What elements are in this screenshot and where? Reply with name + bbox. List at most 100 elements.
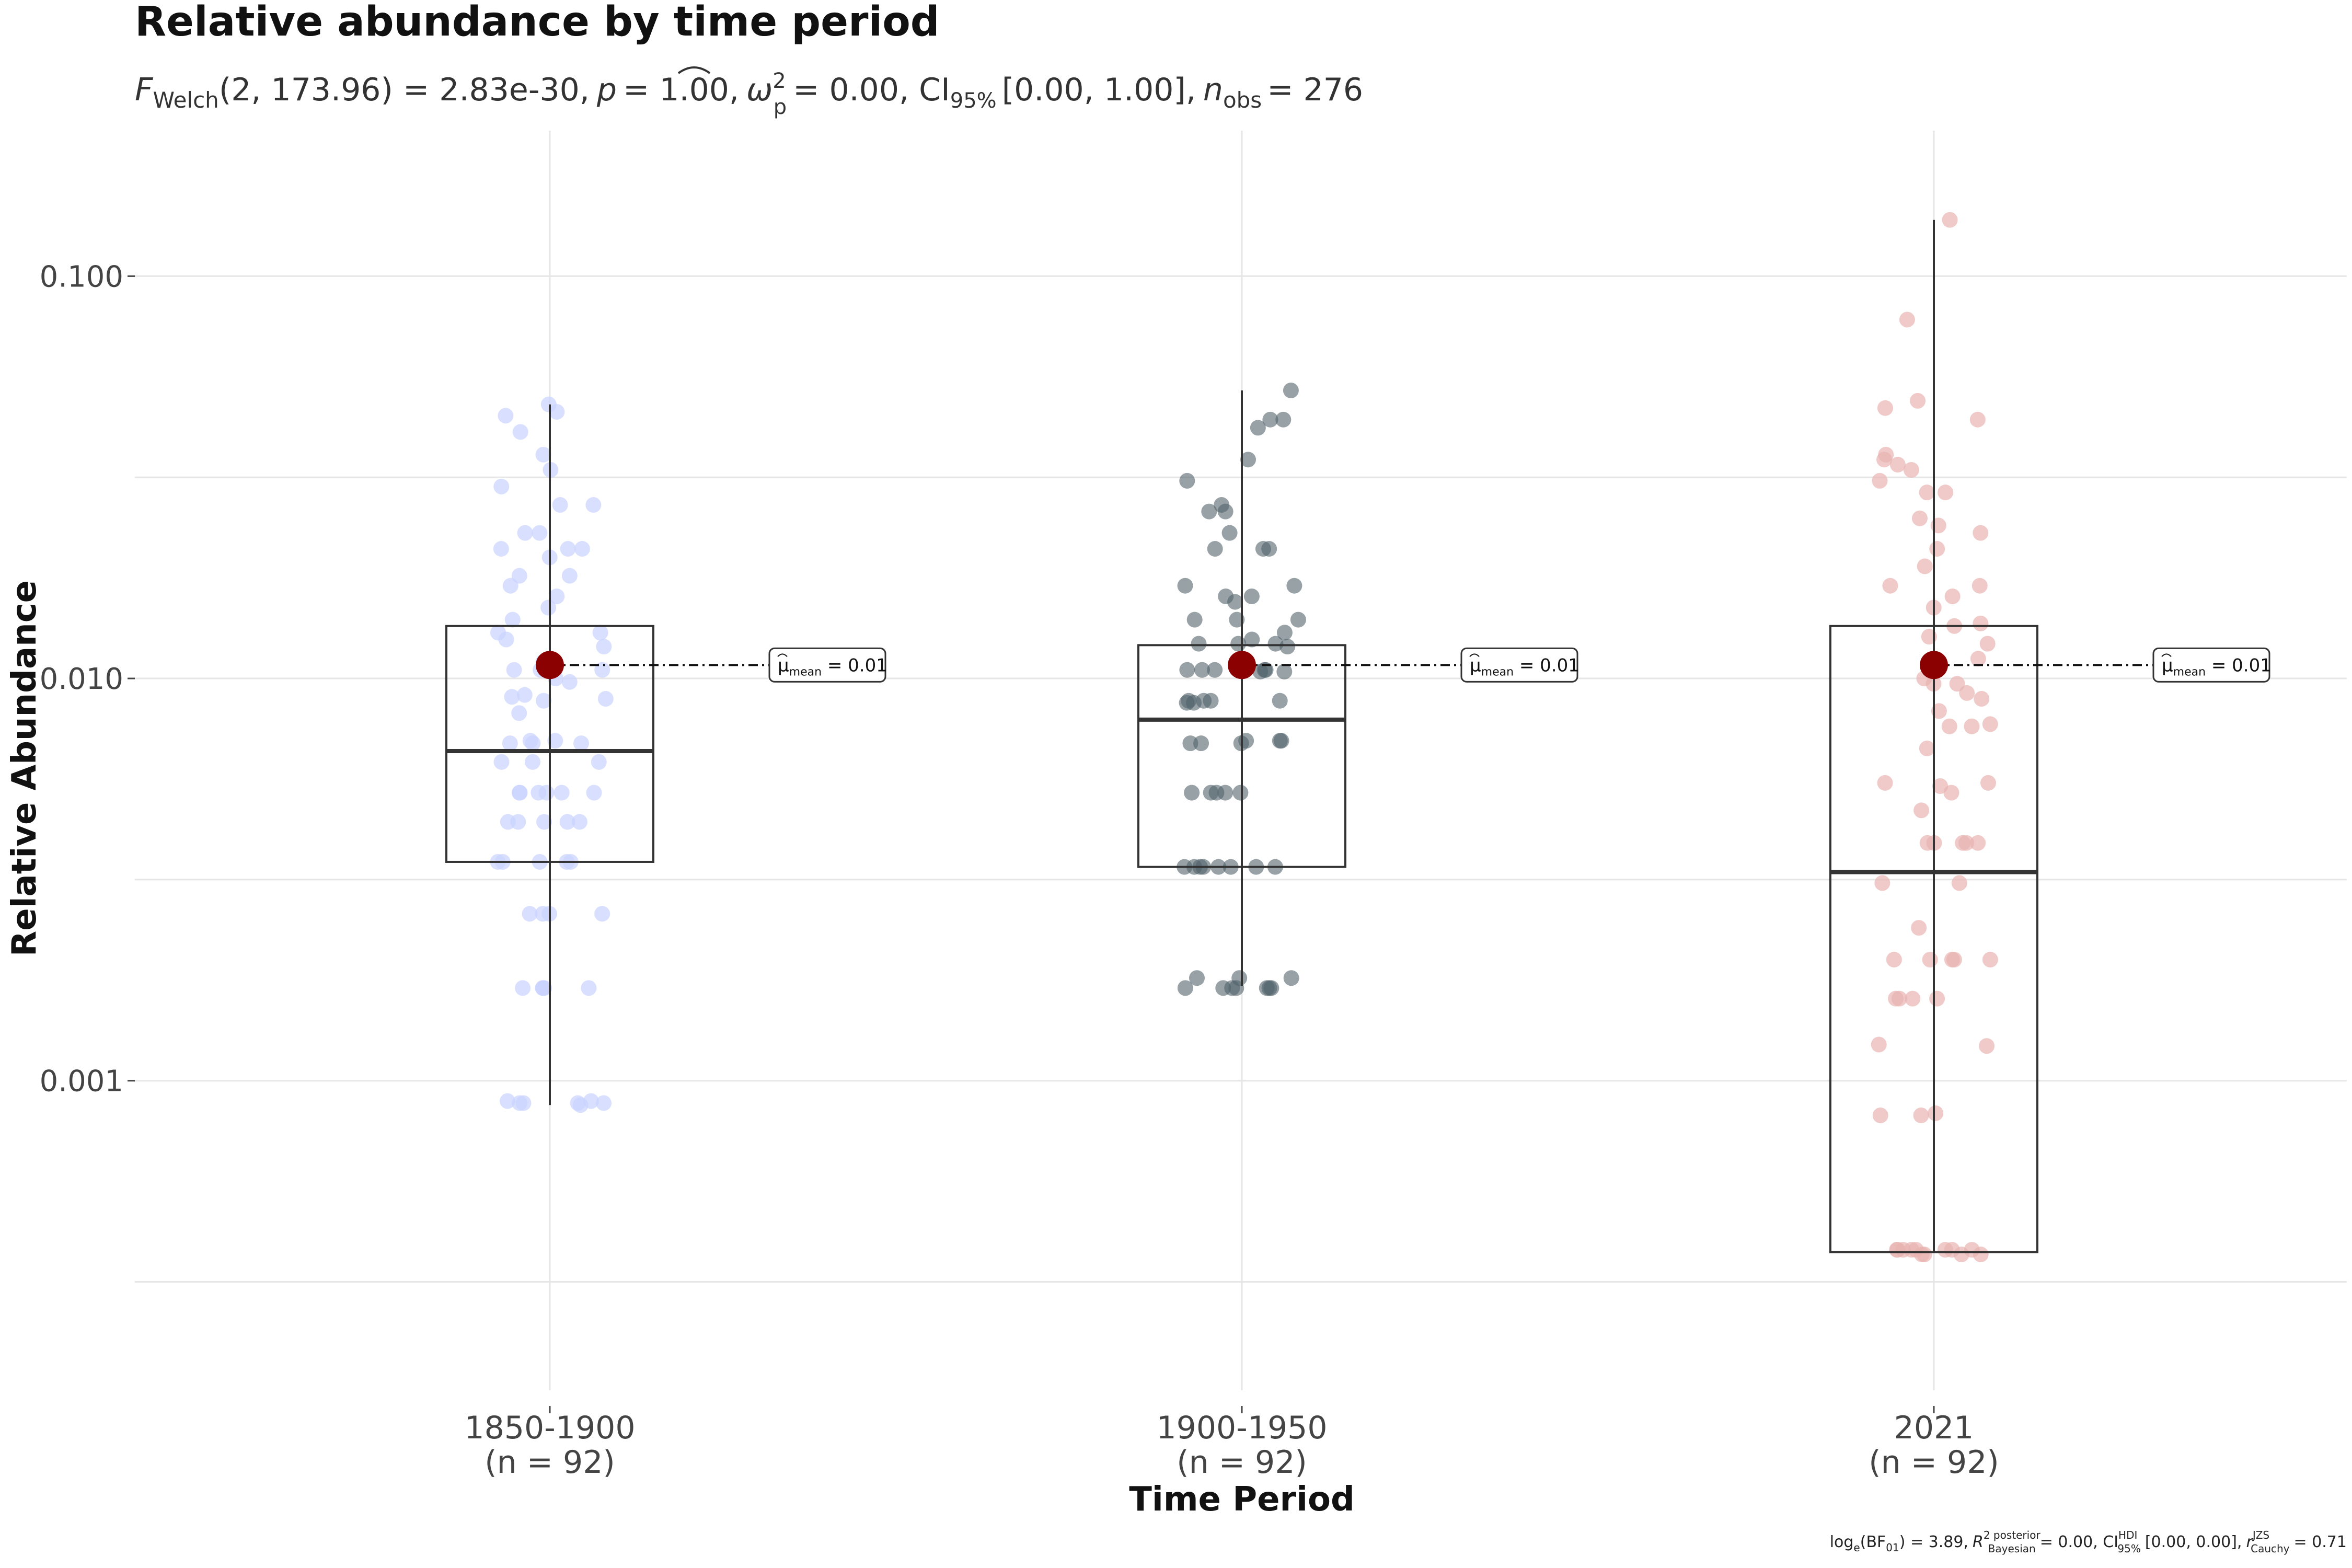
data-point-1-24	[1191, 636, 1207, 652]
data-point-0-49	[531, 785, 547, 801]
footer-r-sup: JZS	[2252, 1529, 2269, 1541]
mean-label-sub-2: mean	[2173, 665, 2206, 678]
mean-label-hat-1	[1469, 653, 1480, 658]
data-point-1-26	[1279, 639, 1296, 655]
data-point-2-15	[1929, 541, 1945, 557]
data-point-2-60	[1928, 1105, 1944, 1121]
subtitle-n-sub: obs	[1223, 87, 1262, 113]
data-point-1-28	[1179, 662, 1195, 678]
data-point-1-22	[1244, 631, 1260, 648]
data-point-0-65	[581, 980, 597, 996]
data-point-2-10	[1938, 485, 1954, 501]
data-point-2-12	[1911, 510, 1928, 526]
omega-hat	[677, 66, 711, 74]
data-point-2-62	[1913, 1108, 1929, 1124]
mean-label-mu-1: μ	[1470, 655, 1481, 676]
data-point-0-38	[502, 735, 518, 752]
bayes-footer: loge(BF01) = 3.89, R2 posterior Bayesian = …	[1830, 1529, 2347, 1555]
data-point-0-30	[561, 674, 578, 690]
data-point-0-20	[504, 612, 521, 628]
footer-bf-sub: 01	[1886, 1541, 1899, 1554]
mean-label-value-0: = 0.01	[822, 655, 887, 676]
footer-r2-val: = 0.00, CI	[2040, 1533, 2118, 1551]
data-point-1-4	[1240, 452, 1256, 468]
data-point-1-16	[1243, 588, 1260, 604]
subtitle-ci-sub: 95%	[950, 89, 997, 113]
data-point-2-14	[1973, 525, 1989, 541]
data-point-0-13	[493, 541, 509, 557]
data-point-1-39	[1179, 695, 1195, 711]
data-point-1-43	[1193, 735, 1209, 752]
mean-point-0	[536, 651, 564, 679]
means-layer: μmean = 0.01 μmean = 0.01 μmean = 0.01	[536, 647, 2272, 683]
data-point-1-5	[1179, 472, 1195, 489]
data-point-0-40	[525, 735, 541, 752]
data-point-2-17	[1882, 578, 1898, 594]
mean-label-1: μmean = 0.01	[1470, 655, 1579, 678]
data-point-1-27	[1207, 662, 1223, 678]
data-point-2-2	[1910, 393, 1926, 409]
x-category-n-2: (n = 92)	[1869, 1444, 1999, 1481]
data-point-1-17	[1227, 594, 1243, 610]
footer-bf-val: (BF	[1860, 1533, 1886, 1551]
y-tick-label-0: 0.100	[40, 260, 123, 294]
mean-label-hat-0	[777, 653, 788, 658]
data-point-2-7	[1889, 457, 1906, 473]
footer-r2-symbol: R	[1973, 1533, 1984, 1551]
mean-label-sub-0: mean	[789, 665, 822, 678]
data-point-2-8	[1903, 462, 1919, 478]
data-point-2-31	[1931, 703, 1947, 719]
data-point-2-25	[1970, 651, 1986, 667]
data-point-2-21	[1973, 615, 1989, 631]
data-point-0-51	[559, 814, 575, 830]
data-point-1-25	[1267, 636, 1284, 652]
footer-r-symbol: r	[2246, 1533, 2253, 1551]
data-point-0-45	[586, 785, 602, 801]
data-point-2-40	[1913, 802, 1930, 818]
footer-r2-sub: Bayesian	[1988, 1542, 2036, 1555]
data-point-1-18	[1186, 612, 1203, 628]
data-point-2-45	[1970, 835, 1986, 851]
subtitle-p-symbol: p	[596, 72, 617, 108]
data-point-2-69	[1937, 1242, 1953, 1258]
data-point-0-48	[554, 785, 570, 801]
data-point-1-33	[1276, 663, 1293, 679]
data-point-2-3	[1877, 400, 1893, 416]
data-point-1-1	[1275, 411, 1292, 428]
x-axis-title: Time Period	[1129, 1480, 1355, 1519]
data-point-2-42	[1958, 835, 1975, 851]
data-point-1-13	[1286, 578, 1302, 594]
data-point-2-11	[1919, 485, 1935, 501]
data-point-0-7	[585, 497, 602, 513]
data-point-1-23	[1230, 636, 1247, 652]
data-point-1-49	[1217, 785, 1233, 801]
data-point-1-11	[1261, 541, 1277, 557]
chart-subtitle: FWelch(2, 173.96) = 2.83e-30, p = 1.00, ω2 p…	[135, 69, 1363, 119]
data-point-0-3	[512, 424, 528, 440]
data-point-2-33	[1941, 718, 1957, 734]
data-point-0-61	[522, 906, 538, 922]
data-point-0-19	[540, 599, 557, 616]
data-point-2-53	[1946, 952, 1962, 968]
data-point-0-22	[592, 625, 608, 641]
data-point-1-12	[1207, 541, 1223, 557]
footer-ci-sub: 95%	[2117, 1542, 2140, 1555]
data-point-1-3	[1250, 420, 1266, 436]
data-point-0-39	[573, 735, 590, 752]
data-point-0-11	[574, 541, 590, 557]
data-point-0-67	[535, 980, 551, 996]
data-point-2-44	[1919, 835, 1935, 851]
footer-bf-rest: ) = 3.89,	[1899, 1533, 1968, 1551]
y-axis-title: Relative Abundance	[5, 580, 44, 956]
subtitle-n-symbol: n	[1203, 72, 1223, 108]
mean-label-value-1: = 0.01	[1514, 655, 1579, 676]
data-point-0-41	[525, 754, 541, 770]
data-point-0-60	[594, 906, 610, 922]
mean-label-box-0	[768, 647, 886, 683]
mean-label-0: μmean = 0.01	[778, 655, 887, 678]
data-point-1-45	[1182, 735, 1198, 752]
mean-label-box-1	[1460, 647, 1578, 683]
data-point-0-1	[549, 403, 565, 420]
data-point-0-50	[571, 814, 587, 830]
data-point-1-0	[1283, 382, 1299, 398]
